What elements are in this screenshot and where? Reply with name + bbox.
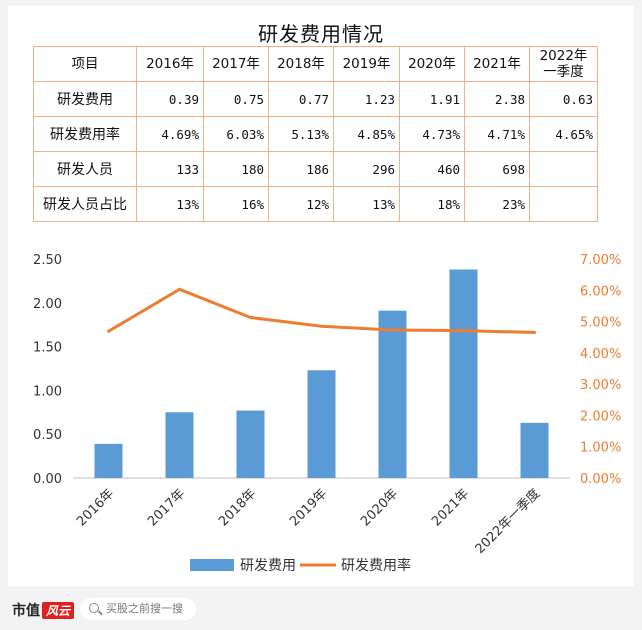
table-cell — [529, 151, 598, 187]
bar — [165, 412, 194, 478]
table-cell: 186 — [268, 151, 334, 187]
table-cell: 13% — [136, 186, 204, 222]
brand-logo[interactable]: 市值 风云 — [12, 600, 75, 620]
y-right-tick-label: 2.00% — [580, 409, 621, 424]
y-left-tick-label: 1.00 — [33, 384, 62, 399]
search-input[interactable]: 买股之前搜一搜 — [80, 598, 196, 620]
table-header-year: 2022年 一季度 — [529, 46, 598, 82]
table-cell: 0.63 — [529, 81, 598, 117]
line-point — [533, 331, 536, 335]
x-tick-label: 2016年 — [74, 486, 117, 529]
bar — [94, 443, 123, 478]
data-table: 项目 2016年 2017年 2018年 2019年 2020年 2021年 2022年 一季度… — [33, 46, 598, 222]
y-left-tick-label: 0.50 — [33, 428, 62, 443]
table-cell: 2.38 — [464, 81, 530, 117]
table-cell — [529, 186, 598, 222]
bar — [378, 310, 407, 478]
table-cell: 4.65% — [529, 116, 598, 152]
bar — [520, 422, 549, 478]
table-header-item: 项目 — [33, 46, 137, 82]
table-cell: 4.69% — [136, 116, 204, 152]
table-header-row: 项目 2016年 2017年 2018年 2019年 2020年 2021年 2022年 一季度 — [33, 46, 598, 82]
y-right-tick-label: 7.00% — [580, 253, 621, 268]
y-left-tick-label: 2.00 — [33, 297, 62, 312]
x-tick-label: 2022年一季度 — [472, 486, 543, 557]
table-cell: 18% — [399, 186, 465, 222]
table-cell: 460 — [399, 151, 465, 187]
x-tick-label: 2019年 — [287, 486, 330, 529]
table-cell: 23% — [464, 186, 530, 222]
table-row: 研发人员 133 180 186 296 460 698 — [33, 151, 598, 187]
combo-chart: 0.00 0.50 1.00 1.50 2.00 2.50 0.00% 1.00% 2.00% 3… — [33, 253, 621, 574]
table-header-year: 2017年 — [203, 46, 269, 82]
y-right-tick-label: 1.00% — [580, 441, 621, 456]
line-point — [391, 328, 394, 332]
table-header-year: 2021年 — [464, 46, 530, 82]
page-title: 研发费用情况 — [258, 22, 384, 46]
y-right-tick-label: 4.00% — [580, 347, 621, 362]
legend-label: 研发费用率 — [341, 557, 411, 574]
table-cell: 698 — [464, 151, 530, 187]
table-row: 研发人员占比 13% 16% 12% 13% 18% 23% — [33, 186, 598, 222]
y-right-tick-label: 3.00% — [580, 378, 621, 393]
legend-swatch-bar — [190, 559, 234, 571]
table-row: 研发费用率 4.69% 6.03% 5.13% 4.85% 4.73% 4.71% 4.65% — [33, 116, 598, 152]
table-header-year: 2020年 — [399, 46, 465, 82]
search-placeholder: 买股之前搜一搜 — [106, 602, 183, 615]
table-row-label: 研发费用 — [33, 81, 137, 117]
legend-label: 研发费用 — [240, 558, 296, 574]
line-point — [462, 329, 465, 333]
table-cell: 1.23 — [333, 81, 400, 117]
line-point — [320, 324, 323, 328]
y-left-tick-label: 2.50 — [33, 253, 62, 268]
x-tick-label: 2021年 — [429, 486, 472, 529]
table-cell: 16% — [203, 186, 269, 222]
line-point — [107, 329, 110, 333]
table-cell: 0.39 — [136, 81, 204, 117]
brand-mark: 风云 — [42, 602, 75, 619]
x-tick-label: 2018年 — [216, 486, 259, 529]
bar — [449, 269, 478, 478]
y-left-tick-label: 0.00 — [33, 472, 62, 487]
line-point — [178, 287, 181, 291]
y-right-tick-label: 0.00% — [580, 472, 621, 487]
table-cell: 13% — [333, 186, 400, 222]
search-icon — [89, 603, 99, 613]
y-right-tick-label: 6.00% — [580, 284, 621, 299]
footer-bar: 市值 风云 买股之前搜一搜 — [0, 592, 642, 630]
y-right-tick-label: 5.00% — [580, 316, 621, 331]
x-tick-label: 2020年 — [358, 486, 401, 529]
y-left-tick-label: 1.50 — [33, 341, 62, 356]
brand-name: 市值 — [12, 603, 40, 619]
table-cell: 12% — [268, 186, 334, 222]
table-cell: 6.03% — [203, 116, 269, 152]
table-row-label: 研发人员占比 — [33, 186, 137, 222]
table-cell: 4.85% — [333, 116, 400, 152]
bar — [236, 410, 265, 478]
x-tick-label: 2017年 — [145, 486, 188, 529]
bar — [307, 370, 336, 478]
line-point — [249, 316, 252, 320]
